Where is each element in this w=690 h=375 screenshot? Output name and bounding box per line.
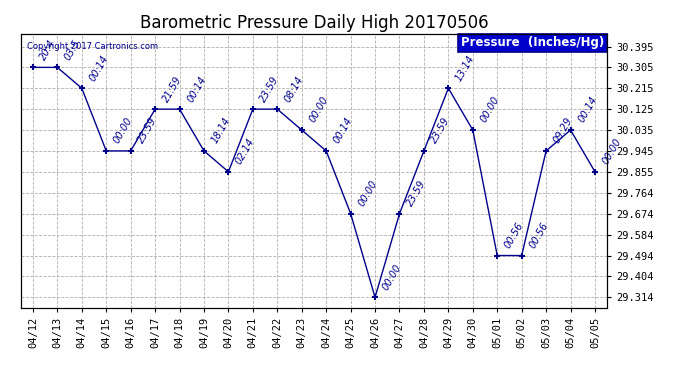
Text: 00:14: 00:14 xyxy=(576,95,599,124)
Text: 00:56: 00:56 xyxy=(503,220,526,250)
Text: 23:59: 23:59 xyxy=(429,116,452,146)
Text: 00:14: 00:14 xyxy=(185,74,208,104)
Text: 00:14: 00:14 xyxy=(88,53,110,83)
Text: 00:00: 00:00 xyxy=(478,95,501,124)
Text: 03:5: 03:5 xyxy=(63,38,83,62)
Text: 00:00: 00:00 xyxy=(307,95,330,124)
Text: 00:14: 00:14 xyxy=(332,116,355,146)
Text: Copyright 2017 Cartronics.com: Copyright 2017 Cartronics.com xyxy=(26,42,158,51)
Text: 23:59: 23:59 xyxy=(259,74,282,104)
Text: 21:59: 21:59 xyxy=(161,74,184,104)
Title: Barometric Pressure Daily High 20170506: Barometric Pressure Daily High 20170506 xyxy=(139,14,489,32)
Text: 20:4: 20:4 xyxy=(39,38,58,62)
Text: 00:00: 00:00 xyxy=(112,116,135,146)
Text: 23:59: 23:59 xyxy=(405,179,428,208)
Text: 00:00: 00:00 xyxy=(600,137,623,166)
Text: 13:14: 13:14 xyxy=(454,53,477,83)
Text: Pressure  (Inches/Hg): Pressure (Inches/Hg) xyxy=(461,36,604,50)
Text: 00:00: 00:00 xyxy=(381,262,404,292)
Text: 18:14: 18:14 xyxy=(210,116,233,146)
Text: 23:59: 23:59 xyxy=(136,116,159,146)
Text: 02:14: 02:14 xyxy=(234,137,257,166)
Text: 00:00: 00:00 xyxy=(356,178,379,208)
Text: 08:14: 08:14 xyxy=(283,74,306,104)
Text: 09:29: 09:29 xyxy=(552,116,575,146)
Text: 00:56: 00:56 xyxy=(527,220,550,250)
